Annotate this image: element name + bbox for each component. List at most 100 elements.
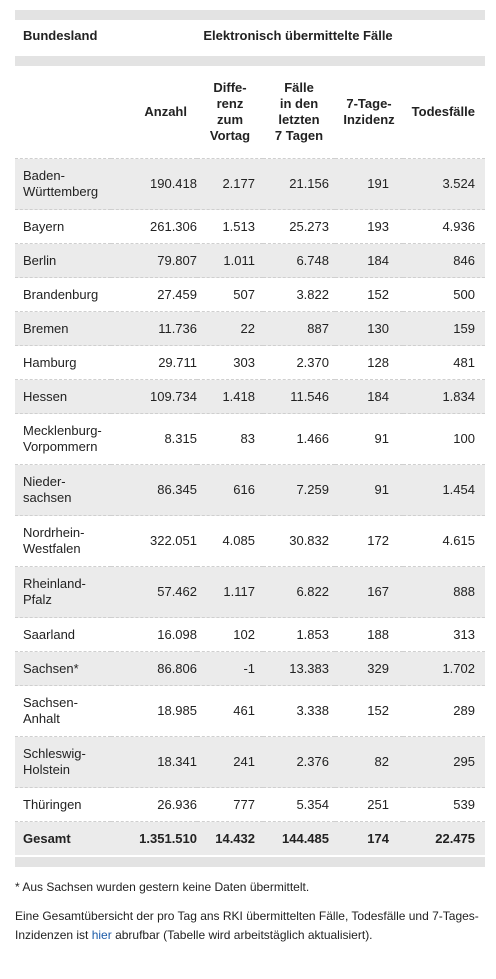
state-name-line: Rheinland- [23, 576, 86, 591]
cell-faelle7: 7.259 [263, 464, 335, 516]
top-bar [15, 10, 485, 20]
cell-todesfaelle: 539 [403, 787, 485, 822]
total-differenz: 14.432 [197, 821, 263, 855]
cell-faelle7: 30.832 [263, 515, 335, 567]
cell-todesfaelle: 159 [403, 311, 485, 346]
cell-anzahl: 18.985 [111, 685, 197, 737]
cell-anzahl: 16.098 [111, 617, 197, 652]
cell-todesfaelle: 481 [403, 345, 485, 380]
cell-anzahl: 18.341 [111, 736, 197, 788]
state-name-line: Hamburg [23, 354, 77, 370]
cell-anzahl: 86.345 [111, 464, 197, 516]
cell-anzahl: 26.936 [111, 787, 197, 822]
header-empty [15, 66, 111, 159]
state-name-line: Pfalz [23, 592, 52, 607]
state-name-line: Bremen [23, 320, 69, 336]
state-name-line: Berlin [23, 252, 57, 268]
cell-anzahl: 27.459 [111, 277, 197, 312]
bottom-bar [15, 857, 485, 867]
cell-differenz: 83 [197, 413, 263, 465]
column-header-line: 7-Tage- [346, 96, 392, 111]
state-cell: Hamburg [15, 345, 111, 380]
cell-differenz: 461 [197, 685, 263, 737]
state-cell: Berlin [15, 243, 111, 278]
cell-todesfaelle: 295 [403, 736, 485, 788]
state-cell: Bayern [15, 209, 111, 244]
table-row: Sachsen* 86.806 -1 13.383 329 1.702 [15, 651, 485, 686]
cell-todesfaelle: 313 [403, 617, 485, 652]
column-header: Anzahl [111, 66, 197, 159]
total-row: Gesamt 1.351.510 14.432 144.485 174 22.475 [15, 821, 485, 855]
column-header-line: Vortag [209, 128, 251, 143]
column-header-line: Diffe- [213, 80, 247, 95]
table-row: Bremen 11.736 22 887 130 159 [15, 311, 485, 346]
cell-inzidenz: 91 [335, 413, 403, 465]
cell-anzahl: 86.806 [111, 651, 197, 686]
header-divider-bar [15, 56, 485, 66]
summary-text-before: Eine Gesamtübersicht der pro Tag ans RKI… [15, 909, 479, 942]
cell-differenz: 241 [197, 736, 263, 788]
cell-faelle7: 6.822 [263, 566, 335, 618]
state-name-line: Nieder- [23, 474, 66, 489]
cell-inzidenz: 91 [335, 464, 403, 516]
state-name-line: Vorpommern [23, 439, 98, 454]
footnote-sachsen: * Aus Sachsen wurden gestern keine Daten… [15, 880, 310, 894]
state-name-line: sachsen [23, 490, 72, 505]
table-row: Rheinland- Pfalz 57.462 1.117 6.822 167 888 [15, 566, 485, 618]
cell-faelle7: 887 [263, 311, 335, 346]
column-header-line: in den [279, 96, 319, 111]
cell-todesfaelle: 846 [403, 243, 485, 278]
cell-faelle7: 21.156 [263, 158, 335, 210]
column-header-line: Inzidenz [343, 112, 395, 127]
cell-inzidenz: 130 [335, 311, 403, 346]
column-header: Diffe-renz zum Vortag [197, 66, 263, 159]
cell-inzidenz: 172 [335, 515, 403, 567]
cell-differenz: 1.117 [197, 566, 263, 618]
cell-todesfaelle: 4.615 [403, 515, 485, 567]
cell-anzahl: 11.736 [111, 311, 197, 346]
state-name-line: Westfalen [23, 541, 81, 556]
state-cell: Rheinland- Pfalz [15, 566, 111, 618]
cell-anzahl: 322.051 [111, 515, 197, 567]
cell-faelle7: 13.383 [263, 651, 335, 686]
header-group: Elektronisch übermittelte Fälle [203, 28, 393, 43]
summary-link[interactable]: hier [91, 928, 112, 942]
cell-faelle7: 2.376 [263, 736, 335, 788]
state-cell: Mecklenburg- Vorpommern [15, 413, 111, 465]
cell-differenz: 22 [197, 311, 263, 346]
cell-todesfaelle: 888 [403, 566, 485, 618]
column-header-line: renz [216, 96, 244, 111]
table-row: Baden- Württemberg 190.418 2.177 21.156 191 3.… [15, 158, 485, 210]
cell-todesfaelle: 500 [403, 277, 485, 312]
column-header-line: Todesfälle [411, 104, 475, 119]
table-row: Hamburg 29.711 303 2.370 128 481 [15, 345, 485, 380]
state-cell: Saarland [15, 617, 111, 652]
state-name-line: Mecklenburg- [23, 423, 102, 438]
cell-inzidenz: 188 [335, 617, 403, 652]
state-cell: Sachsen- Anhalt [15, 685, 111, 737]
data-table: Anzahl Diffe-renz zum Vortag Fälle in den letz… [15, 66, 485, 855]
total-todesfaelle: 22.475 [403, 821, 485, 855]
cell-differenz: 102 [197, 617, 263, 652]
header-bundesland: Bundesland [23, 28, 98, 43]
cell-faelle7: 3.822 [263, 277, 335, 312]
cell-differenz: 1.513 [197, 209, 263, 244]
cell-inzidenz: 167 [335, 566, 403, 618]
state-name-line: Saarland [23, 626, 76, 642]
cell-todesfaelle: 289 [403, 685, 485, 737]
cell-faelle7: 1.853 [263, 617, 335, 652]
cell-inzidenz: 251 [335, 787, 403, 822]
cell-differenz: 1.418 [197, 379, 263, 414]
table-row: Berlin 79.807 1.011 6.748 184 846 [15, 243, 485, 278]
state-cell: Thüringen [15, 787, 111, 822]
cell-inzidenz: 82 [335, 736, 403, 788]
state-cell: Sachsen* [15, 651, 111, 686]
total-label: Gesamt [15, 821, 111, 855]
state-name-line: Thüringen [23, 796, 82, 812]
state-cell: Bremen [15, 311, 111, 346]
state-cell: Nordrhein- Westfalen [15, 515, 111, 567]
column-header: Fälle in den letzten 7 Tagen [263, 66, 335, 159]
state-name-line: Schleswig- [23, 746, 86, 761]
cell-anzahl: 190.418 [111, 158, 197, 210]
state-name-line: Sachsen* [23, 660, 79, 676]
